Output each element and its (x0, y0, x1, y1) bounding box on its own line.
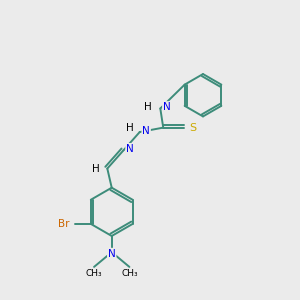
Text: N: N (126, 144, 134, 154)
Text: CH₃: CH₃ (121, 269, 138, 278)
Text: S: S (189, 123, 196, 133)
Text: N: N (163, 102, 171, 112)
Text: CH₃: CH₃ (86, 269, 102, 278)
Text: Br: Br (58, 219, 69, 229)
Text: H: H (144, 102, 152, 112)
Text: N: N (142, 126, 150, 136)
Text: H: H (126, 123, 134, 133)
Text: N: N (108, 249, 116, 259)
Text: H: H (92, 164, 100, 173)
